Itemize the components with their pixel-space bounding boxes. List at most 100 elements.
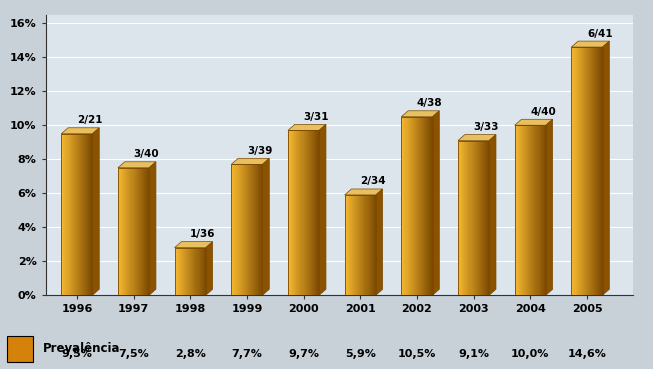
Bar	[121, 168, 122, 295]
Bar	[178, 248, 179, 295]
Bar	[120, 168, 121, 295]
Text: 3/40: 3/40	[134, 149, 159, 159]
Bar	[236, 164, 238, 295]
Bar	[535, 125, 537, 295]
Bar	[293, 130, 295, 295]
Bar	[61, 134, 63, 295]
Bar	[359, 195, 360, 295]
Bar	[426, 117, 427, 295]
Bar	[363, 195, 364, 295]
Bar	[304, 130, 306, 295]
Bar	[527, 125, 528, 295]
Bar	[425, 117, 426, 295]
Bar	[416, 117, 417, 295]
Bar	[414, 117, 415, 295]
Bar	[539, 125, 541, 295]
Bar	[177, 248, 178, 295]
Bar	[253, 164, 254, 295]
Bar	[63, 134, 65, 295]
Polygon shape	[93, 128, 99, 295]
Bar	[484, 141, 485, 295]
Bar	[517, 125, 518, 295]
Bar	[579, 47, 580, 295]
Bar	[366, 195, 368, 295]
Bar	[601, 47, 603, 295]
Bar	[573, 47, 575, 295]
Bar	[417, 117, 418, 295]
Bar	[515, 125, 546, 295]
Bar	[241, 164, 242, 295]
Bar	[89, 134, 91, 295]
Bar	[78, 134, 79, 295]
Polygon shape	[489, 135, 496, 295]
Bar	[290, 130, 291, 295]
Bar	[129, 168, 131, 295]
Bar	[545, 125, 546, 295]
Bar	[580, 47, 581, 295]
Text: 10,5%: 10,5%	[398, 349, 436, 359]
Bar	[123, 168, 124, 295]
Bar	[295, 130, 296, 295]
Bar	[70, 134, 71, 295]
Text: 9,7%: 9,7%	[288, 349, 319, 359]
Bar	[88, 134, 89, 295]
Bar	[478, 141, 479, 295]
Bar	[480, 141, 481, 295]
Bar	[188, 248, 189, 295]
Bar	[423, 117, 424, 295]
Bar	[310, 130, 311, 295]
Polygon shape	[402, 111, 439, 117]
Bar	[581, 47, 582, 295]
Bar	[74, 134, 75, 295]
Bar	[147, 168, 148, 295]
Bar	[571, 47, 603, 295]
Bar	[584, 47, 585, 295]
Bar	[249, 164, 250, 295]
Bar	[288, 130, 319, 295]
Bar	[532, 125, 534, 295]
Text: 9,5%: 9,5%	[61, 349, 92, 359]
Bar	[530, 125, 532, 295]
Bar	[345, 195, 376, 295]
Text: 3/39: 3/39	[247, 146, 272, 156]
Text: 2/34: 2/34	[360, 176, 386, 186]
Bar	[598, 47, 599, 295]
Bar	[127, 168, 129, 295]
Bar	[82, 134, 83, 295]
Bar	[257, 164, 259, 295]
Bar	[586, 47, 587, 295]
Bar	[421, 117, 422, 295]
Polygon shape	[603, 41, 609, 295]
Bar	[475, 141, 477, 295]
Bar	[596, 47, 597, 295]
Bar	[191, 248, 193, 295]
Text: Prevalência: Prevalência	[42, 342, 120, 355]
Bar	[311, 130, 312, 295]
Bar	[84, 134, 86, 295]
Bar	[529, 125, 530, 295]
Polygon shape	[61, 128, 99, 134]
Bar	[471, 141, 473, 295]
Bar	[65, 134, 67, 295]
Bar	[248, 164, 249, 295]
Bar	[77, 134, 78, 295]
Bar	[477, 141, 478, 295]
Polygon shape	[345, 189, 383, 195]
Bar	[488, 141, 489, 295]
Bar	[591, 47, 592, 295]
Bar	[354, 195, 355, 295]
Bar	[195, 248, 197, 295]
Bar	[259, 164, 261, 295]
Bar	[254, 164, 255, 295]
Bar	[473, 141, 475, 295]
Bar	[197, 248, 198, 295]
Bar	[252, 164, 253, 295]
Text: 1/36: 1/36	[190, 229, 215, 239]
Bar	[125, 168, 126, 295]
Polygon shape	[319, 124, 326, 295]
Bar	[577, 47, 578, 295]
Bar	[482, 141, 483, 295]
Text: 3/33: 3/33	[473, 122, 499, 132]
Bar	[353, 195, 354, 295]
Bar	[118, 168, 119, 295]
